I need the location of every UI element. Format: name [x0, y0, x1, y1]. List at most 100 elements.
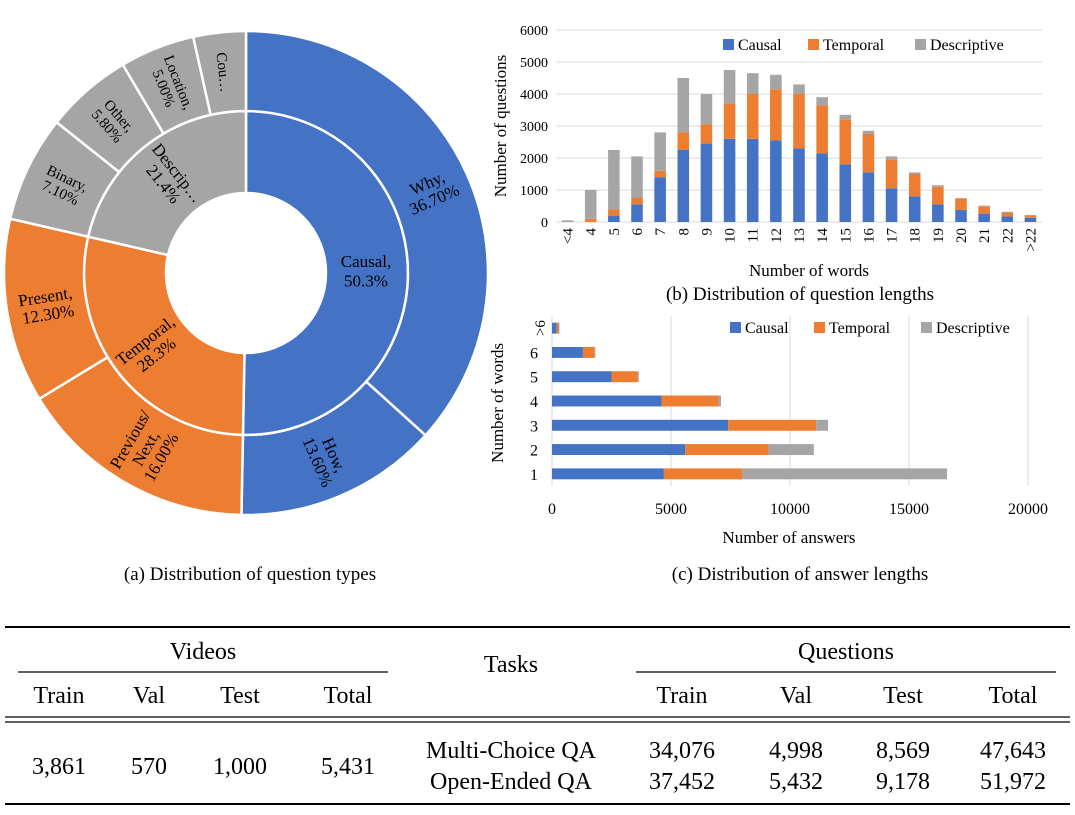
bar-causal	[909, 196, 921, 222]
sub-header-videos-test: Test	[220, 683, 260, 709]
question-types-sunburst: Causal,50.3%Temporal,28.3%Descrip…21.4%W…	[0, 0, 500, 540]
bar-temporal	[612, 371, 638, 382]
x-tick-b: 21	[977, 228, 993, 243]
legend-label-c: Descriptive	[936, 320, 1010, 337]
x-tick-b: 10	[723, 228, 739, 243]
bar-descriptive	[770, 75, 782, 89]
x-axis-title-c: Number of answers	[722, 528, 855, 547]
bar-descriptive	[747, 73, 759, 94]
legend-label-c: Causal	[745, 320, 789, 337]
bar-causal	[840, 164, 852, 222]
bar-descriptive	[701, 94, 713, 124]
sub-header-videos-val: Val	[133, 683, 165, 709]
sub-header-videos-train: Train	[33, 683, 84, 709]
bar-temporal	[661, 396, 718, 407]
x-tick-b: 16	[861, 228, 877, 244]
legend-swatch-b	[915, 39, 926, 50]
bar-descriptive	[863, 131, 875, 134]
x-tick-b: 13	[792, 228, 808, 243]
header-tasks: Tasks	[484, 652, 538, 678]
bar-descriptive	[719, 396, 721, 407]
header-questions: Questions	[798, 639, 894, 665]
x-tick-c: 0	[548, 501, 556, 518]
y-axis-title-b: Number of questions	[491, 55, 510, 198]
bar-temporal	[816, 105, 828, 153]
bar-causal	[552, 396, 661, 407]
bar-causal	[552, 347, 583, 358]
bar-causal	[724, 139, 736, 222]
legend-swatch-c	[814, 322, 825, 333]
bar-temporal	[747, 94, 759, 139]
x-tick-b: >22	[1023, 228, 1039, 251]
bar-causal	[863, 172, 875, 222]
bar-temporal	[664, 468, 743, 479]
y-tick-b: 1000	[520, 184, 548, 199]
bar-temporal	[1025, 215, 1037, 218]
y-tick-c: 4	[530, 394, 538, 411]
bar-causal	[770, 140, 782, 222]
legend-label-b: Temporal	[823, 37, 885, 54]
bar-descriptive	[816, 420, 828, 431]
oe-val-value: 5,432	[769, 769, 823, 795]
task-multi-choice: Multi-Choice QA	[426, 738, 597, 764]
y-tick-c: 5	[530, 370, 538, 387]
bar-causal	[793, 148, 805, 222]
bar-temporal	[793, 94, 805, 148]
x-tick-b: 15	[838, 228, 854, 243]
bar-descriptive	[978, 206, 990, 207]
legend-swatch-b	[723, 39, 734, 50]
bar-temporal	[585, 219, 597, 222]
sub-header-videos-total: Total	[324, 683, 373, 709]
bar-temporal	[724, 104, 736, 139]
x-tick-b: 18	[908, 228, 924, 243]
x-tick-b: 17	[885, 228, 901, 244]
x-tick-b: 14	[815, 228, 831, 244]
bar-causal	[1025, 218, 1037, 222]
bar-descriptive	[909, 172, 921, 174]
y-tick-b: 6000	[520, 24, 548, 39]
bar-temporal	[728, 420, 816, 431]
x-tick-c: 20000	[1008, 501, 1048, 518]
x-tick-b: 22	[1000, 228, 1016, 243]
bar-temporal	[685, 444, 768, 455]
bar-causal	[631, 204, 643, 222]
bar-causal	[955, 210, 967, 222]
caption-c: (c) Distribution of answer lengths	[560, 564, 1040, 586]
bar-causal	[932, 204, 944, 222]
bar-temporal	[840, 120, 852, 165]
caption-a: (a) Distribution of question types	[30, 564, 470, 586]
bar-causal	[552, 371, 612, 382]
oe-train-value: 37,452	[649, 769, 715, 795]
x-tick-b: 8	[676, 228, 692, 236]
bar-descriptive	[1002, 212, 1014, 213]
bar-causal	[701, 144, 713, 222]
legend-label-b: Descriptive	[930, 37, 1004, 54]
x-tick-b: 5	[607, 228, 623, 236]
bar-temporal	[909, 174, 921, 196]
bar-descriptive	[816, 97, 828, 105]
x-tick-c: 5000	[655, 501, 687, 518]
y-tick-b: 2000	[520, 152, 548, 167]
videos-train-value: 3,861	[32, 754, 86, 780]
bar-temporal	[955, 199, 967, 210]
caption-b: (b) Distribution of question lengths	[560, 284, 1040, 306]
legend-swatch-c	[730, 322, 741, 333]
bar-descriptive	[638, 371, 639, 382]
bar-descriptive	[955, 198, 967, 199]
bar-causal	[552, 444, 685, 455]
bar-descriptive	[678, 78, 690, 132]
sub-header-questions-test: Test	[883, 683, 923, 709]
y-tick-c: 3	[530, 418, 538, 435]
bar-temporal	[701, 124, 713, 143]
bar-temporal	[608, 209, 620, 215]
legend-label-b: Causal	[738, 37, 782, 54]
y-tick-b: 0	[541, 216, 548, 231]
videos-test-value: 1,000	[213, 754, 267, 780]
y-tick-c: 6	[530, 345, 538, 362]
y-tick-b: 3000	[520, 120, 548, 135]
bar-descriptive	[886, 156, 898, 159]
bar-temporal	[770, 89, 782, 140]
oe-total-value: 51,972	[980, 769, 1046, 795]
sub-header-questions-total: Total	[989, 683, 1038, 709]
